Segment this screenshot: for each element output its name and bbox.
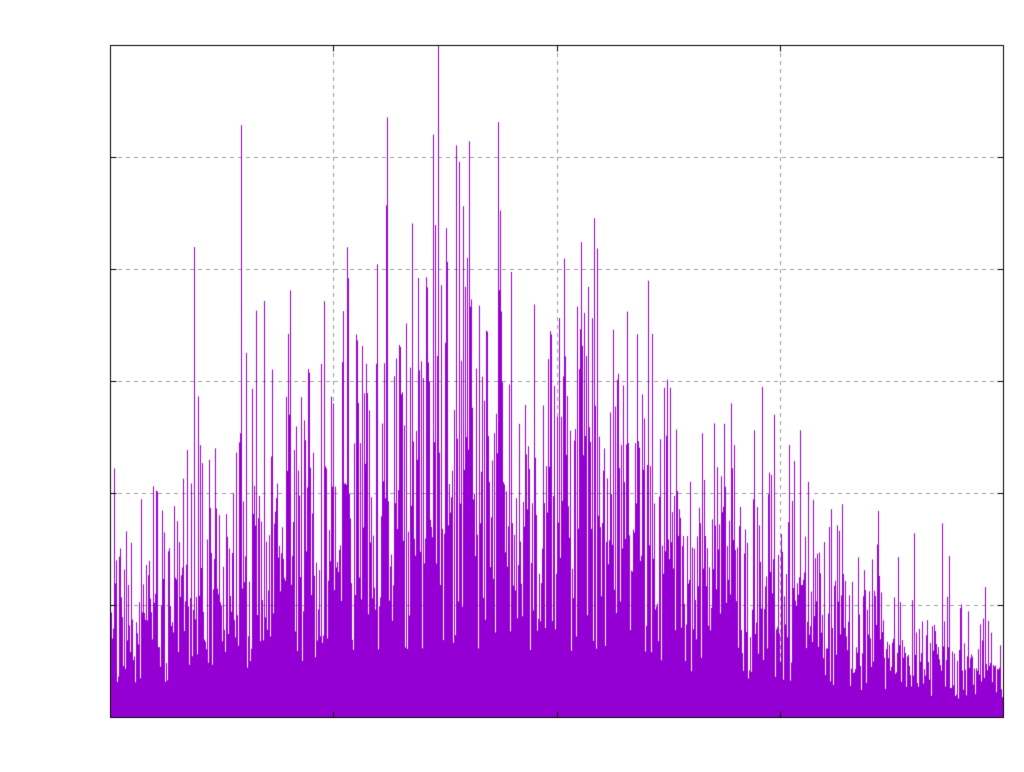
- plot-area: [0, 0, 1024, 768]
- chart-figure: Ef-Hh Ampl Lag 05x10-50.00010.000150.000…: [0, 0, 1024, 768]
